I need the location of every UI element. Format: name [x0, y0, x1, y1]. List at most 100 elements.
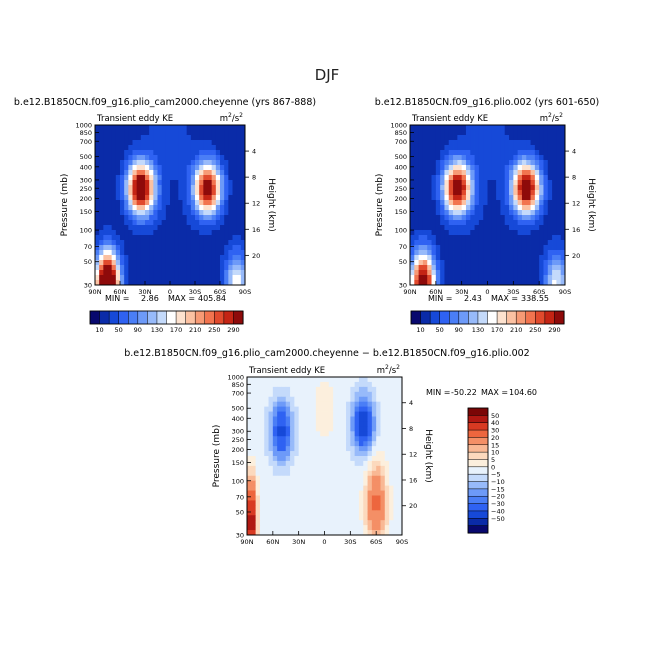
field-cell [145, 140, 150, 146]
field-cell [120, 250, 125, 256]
field-cell [491, 230, 497, 236]
field-cell [103, 125, 108, 131]
field-cell [174, 205, 179, 211]
field-cell [380, 451, 386, 457]
field-cell [136, 135, 142, 141]
field-cell [534, 200, 540, 206]
field-cell [500, 180, 506, 186]
field-cell [397, 451, 402, 457]
field-cell [517, 260, 523, 266]
field-cell [341, 396, 347, 403]
field-cell [165, 130, 171, 136]
field-cell [315, 495, 321, 501]
colorbar-label: 0 [491, 463, 495, 471]
y-tick-label: 200 [232, 446, 244, 454]
field-cell [236, 215, 242, 221]
field-cell [393, 386, 399, 393]
field-cell [560, 215, 565, 221]
field-cell [350, 381, 356, 388]
field-cell [371, 401, 377, 408]
field-cell [457, 140, 463, 146]
field-cell [161, 260, 167, 266]
field-cell [427, 205, 432, 211]
field-cell [397, 411, 402, 417]
field-cell [414, 165, 420, 171]
panel-subtitle-1: Transient eddy KE [411, 114, 488, 124]
field-cell [186, 150, 192, 156]
field-cell [320, 451, 325, 457]
field-cell [333, 401, 338, 408]
field-cell [371, 500, 377, 506]
field-cell [182, 270, 188, 276]
field-cell [128, 135, 133, 141]
field-cell [149, 170, 154, 176]
field-cell [195, 225, 200, 231]
field-cell [547, 245, 553, 251]
field-cell [251, 401, 257, 408]
field-cell [203, 255, 208, 261]
field-cell [474, 215, 480, 221]
field-cell [290, 381, 295, 388]
field-cell [453, 170, 458, 176]
field-cell [496, 245, 501, 251]
field-cell [111, 225, 117, 231]
field-cell [136, 125, 142, 131]
field-cell [236, 145, 242, 151]
field-cell [153, 205, 158, 211]
field-cell [324, 377, 330, 383]
field-cell [418, 150, 424, 156]
field-cell [448, 170, 454, 176]
field-cell [136, 255, 142, 261]
field-cell [311, 381, 317, 388]
field-cell [363, 460, 368, 467]
field-cell [195, 140, 200, 146]
field-cell [547, 215, 553, 221]
field-cell [203, 195, 208, 201]
field-cell [302, 525, 308, 531]
field-cell [178, 225, 183, 231]
field-cell [504, 205, 510, 211]
field-cell [521, 170, 527, 176]
field-cell [211, 230, 217, 236]
field-cell [298, 396, 304, 403]
field-cell [444, 205, 450, 211]
field-cell [427, 210, 432, 216]
field-cell [165, 170, 171, 176]
field-cell [240, 185, 245, 191]
field-cell [513, 125, 519, 131]
field-cell [170, 225, 175, 231]
field-cell [149, 195, 154, 201]
field-cell [140, 160, 146, 166]
field-cell [560, 270, 565, 276]
field-cell [470, 270, 475, 276]
field-cell [95, 280, 100, 285]
field-cell [203, 155, 208, 161]
field-cell [496, 155, 501, 161]
field-cell [132, 210, 138, 216]
field-cell [247, 520, 252, 526]
field-cell [285, 480, 291, 487]
field-cell [240, 225, 245, 231]
field-cell [530, 185, 536, 191]
field-cell [199, 195, 204, 201]
field-cell [186, 215, 192, 221]
field-cell [453, 235, 458, 241]
field-cell [478, 235, 484, 241]
field-cell [393, 431, 399, 437]
field-cell [431, 155, 437, 161]
x-tick-label: 90N [403, 288, 416, 296]
field-cell [247, 480, 252, 487]
field-cell [440, 275, 445, 281]
field-cell [165, 210, 171, 216]
colorbar-swatch [194, 310, 206, 325]
field-cell [371, 416, 377, 422]
field-cell [107, 235, 113, 241]
field-cell [530, 150, 536, 156]
field-cell [414, 205, 420, 211]
field-cell [410, 205, 415, 211]
field-cell [478, 255, 484, 261]
field-cell [526, 155, 531, 161]
field-cell [220, 160, 225, 166]
field-cell [526, 230, 531, 236]
field-cell [354, 510, 360, 516]
